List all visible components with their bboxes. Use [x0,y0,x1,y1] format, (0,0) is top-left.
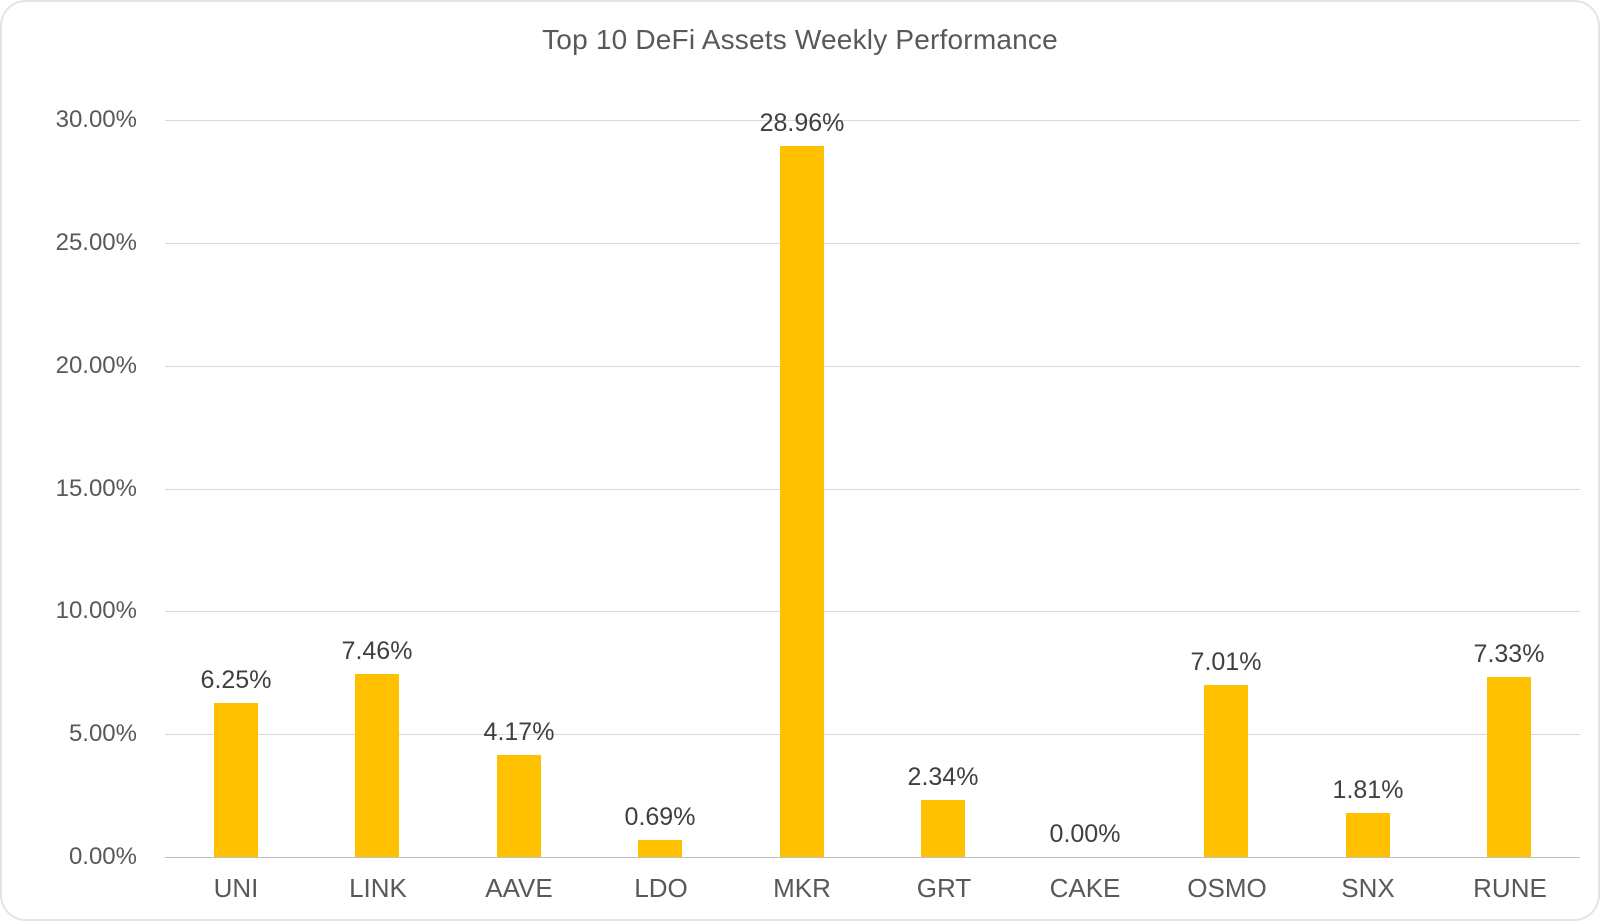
bar-link [355,674,399,857]
gridline [165,120,1580,121]
data-label-uni: 6.25% [200,666,272,694]
data-label-osmo: 7.01% [1190,648,1262,676]
y-tick-label: 10.00% [55,597,137,624]
y-tick-label: 25.00% [55,229,137,256]
y-tick-label: 30.00% [55,106,137,133]
data-label-rune: 7.33% [1473,640,1545,668]
x-category-label-ldo: LDO [634,873,688,903]
gridline [165,243,1580,244]
gridline [165,734,1580,735]
x-category-label-grt: GRT [916,873,972,903]
x-category-label-aave: AAVE [485,873,553,903]
y-tick-label: 20.00% [55,352,137,379]
x-category-label-cake: CAKE [1049,873,1121,903]
bar-mkr [780,146,824,857]
x-category-label-mkr: MKR [773,873,831,903]
bar-snx [1346,813,1390,857]
bar-osmo [1204,685,1248,857]
gridline [165,366,1580,367]
y-tick-label: 15.00% [55,475,137,502]
bar-uni [214,703,258,857]
data-label-link: 7.46% [341,637,413,665]
data-label-ldo: 0.69% [624,803,696,831]
bar-rune [1487,677,1531,857]
bar-ldo [638,840,682,857]
x-category-label-link: LINK [349,873,407,903]
gridline [165,489,1580,490]
y-tick-label: 0.00% [68,843,137,870]
x-category-label-osmo: OSMO [1187,873,1267,903]
x-axis-line [165,857,1580,858]
data-label-snx: 1.81% [1332,776,1404,804]
gridline [165,611,1580,612]
bar-aave [497,755,541,857]
data-label-mkr: 28.96% [759,109,845,137]
x-category-label-uni: UNI [213,873,259,903]
chart-title: Top 10 DeFi Assets Weekly Performance [542,24,1058,55]
x-category-label-snx: SNX [1341,873,1395,903]
x-category-label-rune: RUNE [1473,873,1547,903]
data-label-grt: 2.34% [907,763,979,791]
data-label-cake: 0.00% [1049,820,1121,848]
bar-grt [921,800,965,857]
y-tick-label: 5.00% [68,720,137,747]
data-label-aave: 4.17% [483,718,555,746]
plot-area: 6.25% 7.46% 4.17% 0.69% 28.96% 2.34% 0.00% 7.01… [165,111,1580,858]
